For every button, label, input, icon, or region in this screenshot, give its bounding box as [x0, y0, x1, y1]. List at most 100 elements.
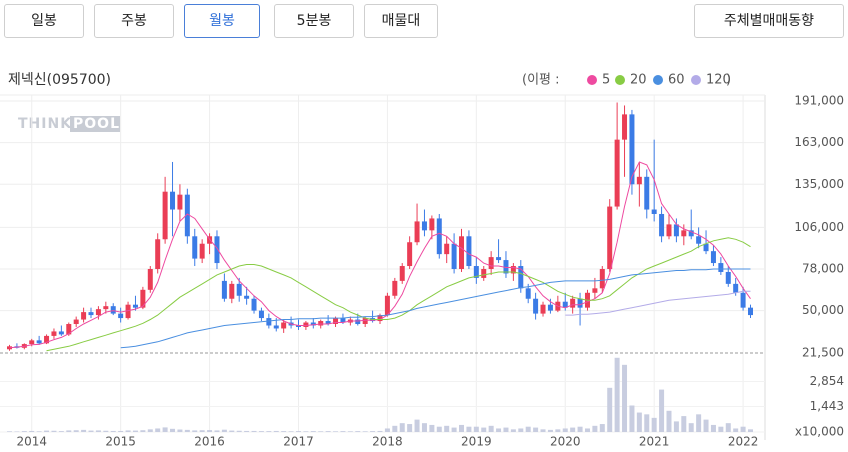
button[interactable]: 매물대	[364, 4, 438, 38]
volume-bar	[688, 423, 694, 432]
candle-body	[651, 209, 657, 214]
volume-bar	[132, 430, 138, 432]
y-tick-label: 2,854	[810, 374, 844, 388]
volume-bar	[125, 430, 131, 432]
candle-body	[740, 292, 746, 308]
volume-bar	[540, 429, 546, 432]
volume-bar	[570, 427, 576, 432]
candle-body	[162, 191, 168, 240]
button[interactable]: 주봉	[94, 4, 174, 38]
x-tick-label: 2021	[639, 435, 670, 449]
volume-bar	[718, 426, 724, 432]
volume-bar	[162, 427, 168, 432]
y-tick-label: 135,000	[794, 177, 844, 191]
volume-bar	[118, 430, 124, 432]
volume-bar	[244, 430, 250, 432]
candle-body	[266, 318, 272, 326]
candle-body	[414, 221, 420, 243]
volume-bar	[503, 427, 509, 432]
candle-body	[236, 283, 242, 296]
candle-body	[303, 322, 309, 327]
chart-title: 제넥신(095700)	[8, 72, 111, 88]
button[interactable]: 일봉	[4, 4, 84, 38]
volume-bar	[392, 425, 398, 432]
x-tick-label: 2020	[550, 435, 581, 449]
volume-bar	[384, 428, 390, 432]
volume-bar	[44, 430, 50, 432]
volume-bar	[355, 431, 361, 432]
candle-body	[95, 309, 101, 316]
candle-body	[733, 283, 739, 293]
volume-bar	[251, 430, 257, 432]
ma-line	[565, 290, 751, 316]
candle-body	[696, 236, 702, 244]
candle-body	[29, 340, 35, 345]
volume-bar	[266, 431, 272, 432]
y-tick-label: 1,443	[810, 399, 844, 413]
volume-bar	[221, 429, 227, 432]
volume-bar	[377, 430, 383, 432]
watermark-box	[70, 116, 120, 132]
button[interactable]: 주체별매매동향	[694, 4, 844, 38]
candle-body	[221, 280, 227, 299]
volume-bar	[192, 430, 198, 432]
y-tick-label: 163,000	[794, 135, 844, 149]
volume-bar	[103, 430, 109, 432]
volume-bar	[733, 428, 739, 432]
candle-body	[340, 318, 346, 323]
volume-bar	[199, 430, 205, 432]
volume-bar	[622, 364, 628, 432]
legend-label: 20	[630, 73, 647, 88]
candle-body	[214, 236, 220, 264]
candle-body	[81, 312, 87, 320]
x-tick-label: 2017	[283, 435, 314, 449]
volume-bar	[429, 424, 435, 432]
volume-bar	[748, 429, 753, 432]
candle-body	[132, 304, 138, 308]
candle-body	[666, 224, 672, 237]
button[interactable]: 5분봉	[274, 4, 354, 38]
candle-body	[577, 298, 583, 308]
candle-body	[118, 313, 124, 319]
volume-bar	[607, 387, 613, 432]
volume-bar	[51, 430, 57, 432]
legend-label: 5	[602, 73, 610, 88]
volume-bar	[414, 419, 420, 432]
volume-bar	[577, 426, 583, 432]
volume-bar	[547, 429, 553, 432]
volume-bar	[36, 431, 42, 432]
volume-bar	[473, 426, 479, 432]
volume-bar	[81, 429, 87, 432]
legend-label: 120	[706, 73, 731, 88]
y-tick-label: 21,500	[802, 346, 844, 360]
volume-bar	[303, 431, 309, 432]
candle-body	[251, 298, 257, 311]
candle-body	[510, 266, 516, 274]
volume-bar	[533, 427, 539, 432]
candle-body	[281, 322, 287, 329]
volume-bar	[14, 431, 20, 432]
volume-bar	[207, 430, 213, 432]
candle-body	[614, 139, 620, 207]
volume-bar	[710, 424, 716, 432]
volume-bar	[725, 423, 731, 432]
volume-bar	[318, 431, 324, 432]
volume-bar	[362, 431, 368, 432]
candle-body	[503, 260, 509, 274]
candle-body	[488, 257, 494, 269]
candle-body	[51, 331, 57, 336]
button[interactable]: 월봉	[184, 4, 260, 38]
volume-bar	[407, 424, 413, 432]
volume-bar	[333, 431, 339, 432]
y-tick-label: 78,000	[802, 262, 844, 276]
x-tick-label: 2014	[16, 435, 47, 449]
candle-body	[429, 218, 435, 231]
candle-body	[384, 295, 390, 316]
candle-body	[673, 224, 679, 237]
x-tick-label: 2022	[728, 435, 759, 449]
candle-body	[192, 236, 198, 259]
candle-body	[392, 280, 398, 296]
volume-bar	[636, 412, 642, 432]
volume-bar	[496, 428, 502, 432]
